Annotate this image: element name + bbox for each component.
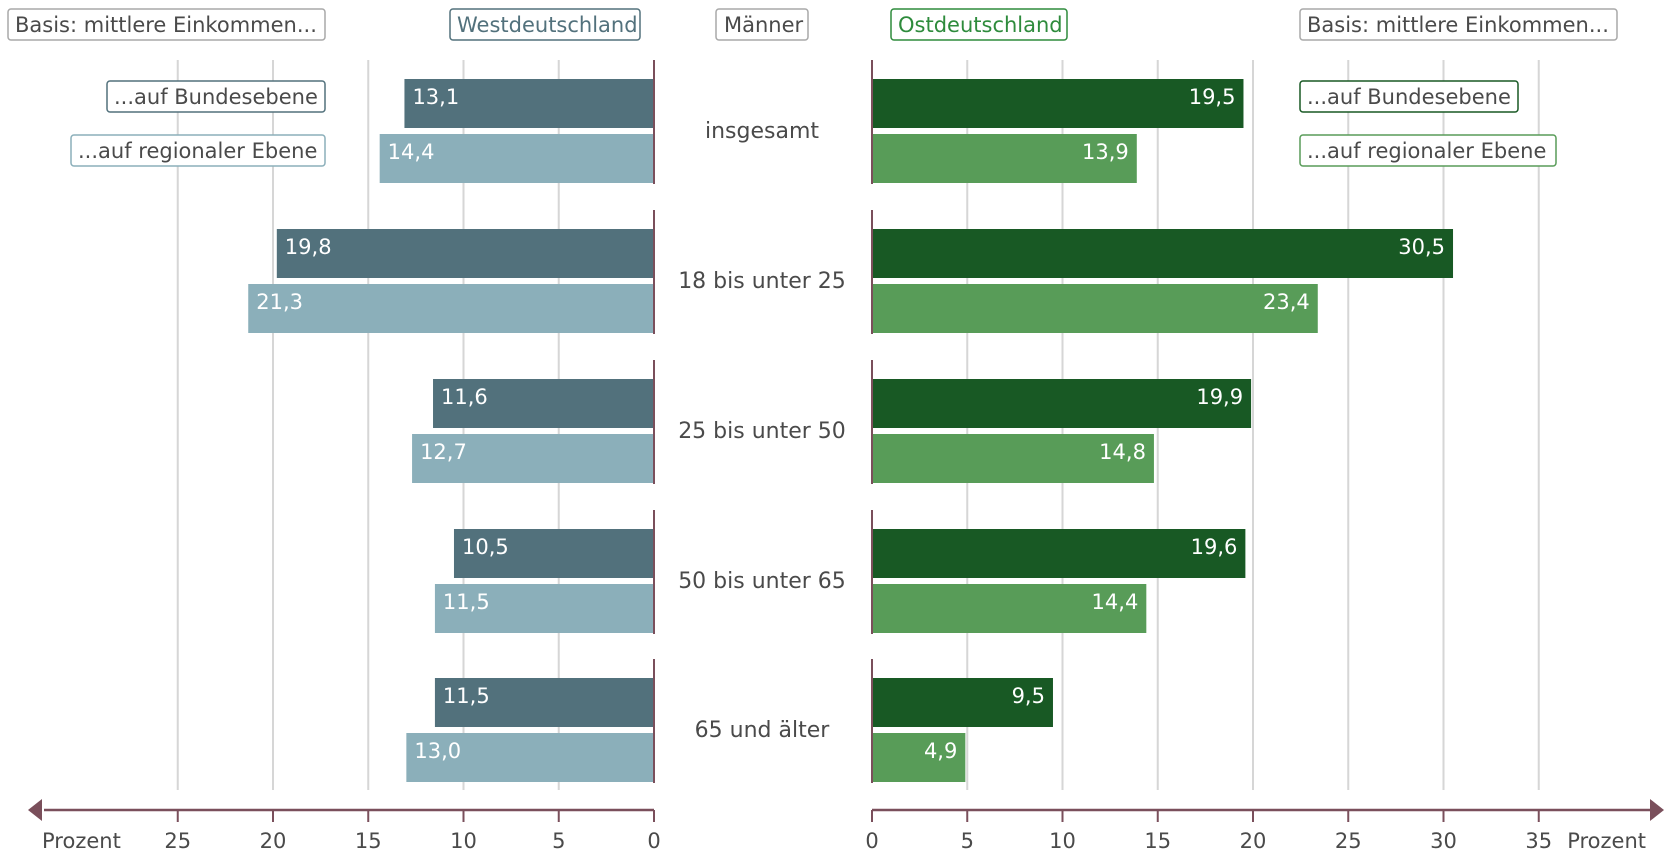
- header-west-title: Westdeutschland: [449, 8, 641, 41]
- bar-east-regional-3: [872, 584, 1147, 633]
- value-label-east-1-0: 13,9: [1082, 140, 1129, 164]
- east-tick-label-2: 10: [1049, 829, 1076, 853]
- category-label-4: 65 und älter: [695, 718, 831, 743]
- value-label-west-1-1: 21,3: [256, 290, 303, 314]
- legend-west-federal: ...auf Bundesebene: [106, 80, 326, 113]
- bar-east-federal-1: [872, 229, 1454, 278]
- category-label-3: 50 bis unter 65: [678, 569, 846, 594]
- svg-text:...auf regionaler Ebene: ...auf regionaler Ebene: [1307, 139, 1546, 163]
- category-label-1: 18 bis unter 25: [678, 269, 846, 294]
- bar-east-federal-2: [872, 379, 1252, 428]
- bar-east-federal-3: [872, 529, 1246, 578]
- east-tick-label-4: 20: [1240, 829, 1267, 853]
- svg-text:Westdeutschland: Westdeutschland: [457, 13, 638, 37]
- svg-text:Männer: Männer: [724, 13, 804, 37]
- west-axis-title: Prozent: [42, 829, 121, 853]
- east-tick-label-0: 0: [865, 829, 878, 853]
- value-label-east-0-3: 19,6: [1191, 535, 1238, 559]
- bar-west-federal-3: [453, 529, 654, 578]
- value-label-west-0-4: 11,5: [443, 684, 490, 708]
- east-axis-title: Prozent: [1567, 829, 1646, 853]
- svg-text:Ostdeutschland: Ostdeutschland: [898, 13, 1063, 37]
- value-label-east-1-4: 4,9: [924, 739, 957, 763]
- bar-west-regional-0: [379, 134, 654, 183]
- west-tick-label-1: 5: [552, 829, 565, 853]
- east-tick-label-5: 25: [1335, 829, 1362, 853]
- category-label-0: insgesamt: [705, 119, 819, 144]
- value-label-west-0-3: 10,5: [462, 535, 509, 559]
- east-tick-label-7: 35: [1525, 829, 1552, 853]
- bar-west-federal-0: [404, 79, 654, 128]
- value-label-east-0-4: 9,5: [1012, 684, 1045, 708]
- value-label-east-1-2: 14,8: [1099, 440, 1146, 464]
- bar-east-regional-4: [872, 733, 966, 782]
- bars: [248, 79, 1454, 782]
- header-east-title: Ostdeutschland: [890, 8, 1068, 41]
- value-label-east-0-0: 19,5: [1189, 85, 1236, 109]
- bar-east-regional-2: [872, 434, 1154, 483]
- west-tick-label-4: 20: [260, 829, 287, 853]
- header-basis-left: Basis: mittlere Einkommen...: [7, 8, 326, 41]
- value-label-west-0-2: 11,6: [441, 385, 488, 409]
- value-label-west-1-4: 13,0: [414, 739, 461, 763]
- header-sex-label: Männer: [715, 8, 809, 41]
- data-labels: 13,1 19,5 14,4 13,9 insgesamt 19,8 30,5 21,3 23,…: [256, 85, 1445, 763]
- value-label-west-0-0: 13,1: [412, 85, 459, 109]
- bar-east-regional-0: [872, 134, 1137, 183]
- bar-west-federal-1: [276, 229, 654, 278]
- value-label-east-0-1: 30,5: [1398, 235, 1445, 259]
- bar-east-regional-1: [872, 284, 1318, 333]
- svg-text:...auf Bundesebene: ...auf Bundesebene: [114, 85, 318, 109]
- bar-west-regional-4: [406, 733, 654, 782]
- legend-east-regional: ...auf regionaler Ebene: [1299, 134, 1557, 167]
- value-label-west-0-1: 19,8: [285, 235, 332, 259]
- svg-text:...auf regionaler Ebene: ...auf regionaler Ebene: [78, 139, 317, 163]
- east-tick-label-1: 5: [961, 829, 974, 853]
- svg-text:Basis: mittlere Einkommen...: Basis: mittlere Einkommen...: [1307, 13, 1609, 37]
- header-basis-right: Basis: mittlere Einkommen...: [1299, 8, 1618, 41]
- west-tick-label-3: 15: [355, 829, 382, 853]
- bar-west-regional-3: [434, 584, 654, 633]
- category-label-2: 25 bis unter 50: [678, 419, 846, 444]
- value-label-west-1-3: 11,5: [443, 590, 490, 614]
- east-tick-label-3: 15: [1144, 829, 1171, 853]
- bar-east-federal-0: [872, 79, 1244, 128]
- west-tick-label-5: 25: [164, 829, 191, 853]
- svg-text:...auf Bundesebene: ...auf Bundesebene: [1307, 85, 1511, 109]
- bar-west-federal-2: [433, 379, 654, 428]
- east-axis-arrow: [1650, 799, 1664, 821]
- value-label-east-1-1: 23,4: [1263, 290, 1310, 314]
- west-tick-label-2: 10: [450, 829, 477, 853]
- value-label-east-0-2: 19,9: [1196, 385, 1243, 409]
- east-tick-label-6: 30: [1430, 829, 1457, 853]
- bar-west-regional-1: [248, 284, 655, 333]
- west-axis-arrow: [28, 799, 42, 821]
- value-label-east-1-3: 14,4: [1092, 590, 1139, 614]
- bar-east-federal-4: [872, 678, 1053, 727]
- axes: 0 5 10 15 20 25 0 5 10 15 20 25 30 35 Prozent Prozent: [28, 60, 1664, 853]
- west-tick-label-0: 0: [647, 829, 660, 853]
- bar-west-federal-4: [434, 678, 654, 727]
- svg-text:Basis: mittlere Einkommen...: Basis: mittlere Einkommen...: [15, 13, 317, 37]
- legend-west-regional: ...auf regionaler Ebene: [70, 134, 326, 167]
- value-label-west-1-0: 14,4: [388, 140, 435, 164]
- legend-east-federal: ...auf Bundesebene: [1299, 80, 1519, 113]
- bar-west-regional-2: [412, 434, 654, 483]
- value-label-west-1-2: 12,7: [420, 440, 467, 464]
